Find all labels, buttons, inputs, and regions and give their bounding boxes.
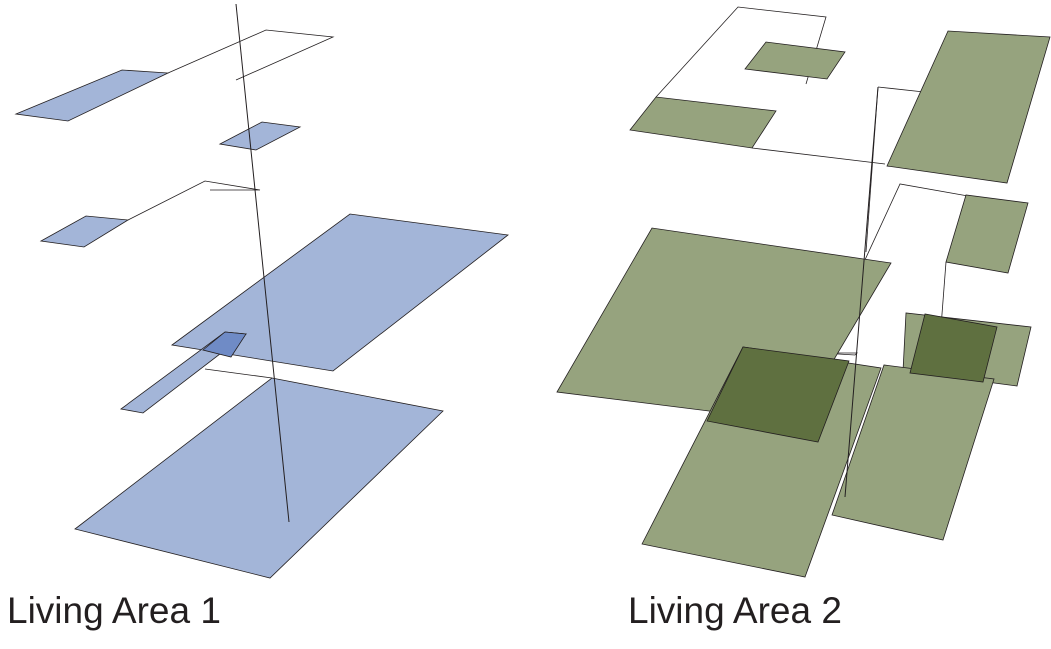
area-1-top-loop <box>167 29 335 81</box>
area-2-lower-base <box>820 352 858 356</box>
area-1-connector <box>204 368 273 379</box>
area-2-plate-right-small <box>945 194 1029 274</box>
living-area-2-caption: Living Area 2 <box>628 590 842 631</box>
living-area-2-diagram <box>556 6 1051 578</box>
area-2-overlap-left <box>706 346 850 443</box>
area-2-right-loop <box>877 86 925 93</box>
area-2-vertical-axis <box>844 86 879 498</box>
area-2-plate-lower-right <box>831 364 995 541</box>
area-1-plate-large-right <box>170 213 510 372</box>
area-2-overlap-right <box>909 313 998 383</box>
area-1-plate-small-mid <box>218 121 302 151</box>
area-1-vertical-axis <box>235 3 290 523</box>
living-area-1-caption: Living Area 1 <box>7 590 221 631</box>
area-2-plate-top-left <box>629 96 777 149</box>
area-1-overlap <box>202 331 247 358</box>
area-1-plate-top-left <box>14 69 170 122</box>
area-2-plates <box>556 30 1051 578</box>
area-2-lower-loop <box>863 183 969 263</box>
area-1-circulation-lines <box>127 29 335 379</box>
area-2-ground-line <box>751 147 886 165</box>
area-1-mid-loop <box>127 180 261 221</box>
living-area-1-diagram <box>14 3 510 579</box>
area-1-plates <box>14 69 510 579</box>
area-2-plate-tall-right <box>886 30 1051 184</box>
area-2-overlaps <box>706 313 998 443</box>
area-2-plate-top-small <box>744 41 846 80</box>
area-1-plate-bottom <box>74 377 444 579</box>
area-1-plate-small-left <box>39 215 130 248</box>
